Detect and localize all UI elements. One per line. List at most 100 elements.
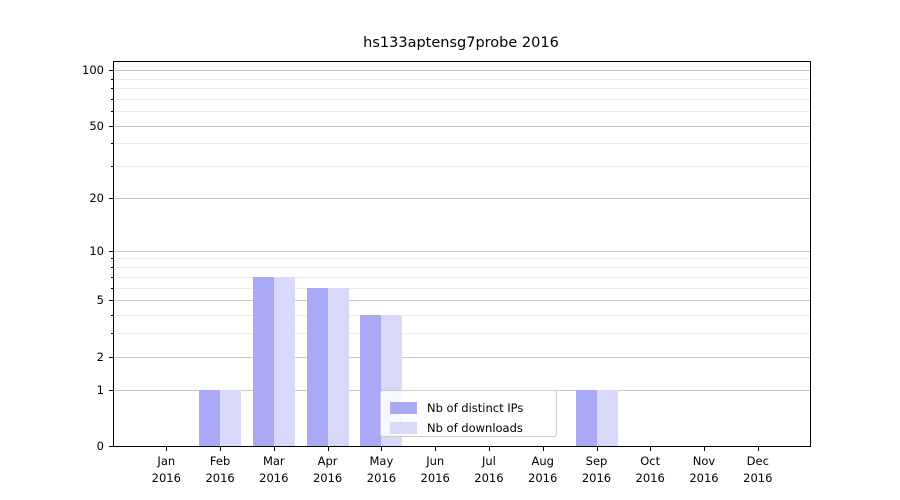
x-tick-year: 2016 [312,470,343,485]
x-tick-year: 2016 [528,470,558,485]
bar-nb-of-distinct-ips [360,314,382,446]
gridline-minor [114,267,810,268]
y-axis-minor-tick [111,276,113,278]
bar-nb-of-downloads [327,287,349,446]
x-tick-label: Nov 2016 [676,453,732,486]
y-axis-minor-tick [111,267,113,268]
x-tick-month: Oct [640,454,661,468]
y-axis-minor-tick [111,78,113,80]
y-tick-label: 10 [89,243,104,258]
bar-nb-of-distinct-ips [199,389,221,446]
x-axis-tick [166,447,168,451]
x-axis-tick [704,447,705,451]
x-tick-month: Jun [426,454,445,468]
y-axis-minor-tick [111,98,113,100]
y-axis-minor-tick [111,111,113,113]
gridline-minor [114,333,810,335]
x-tick-year: 2016 [205,470,235,485]
x-tick-month: Aug [531,454,554,468]
gridline-major [114,300,810,301]
gridline-minor [114,166,810,168]
x-tick-year: 2016 [474,470,504,485]
gridline-minor [114,143,810,145]
x-tick-year: 2016 [366,470,397,485]
x-axis-tick [488,447,490,451]
x-tick-label: Jun 2016 [407,453,463,486]
gridline-minor [114,276,810,278]
plot-area: Nb of distinct IPs Nb of downloads 0 1 2 5 1… [82,61,811,485]
x-tick-month: Jan [157,454,176,468]
x-tick-year: 2016 [635,470,665,485]
gridline-minor [114,88,810,89]
gridline-major [114,250,810,252]
legend-label-distinct-ips: Nb of distinct IPs [427,400,524,415]
x-tick-year: 2016 [420,470,450,485]
y-axis-minor-tick [111,143,113,145]
x-tick-month: Sep [585,454,608,468]
y-axis-minor-tick [111,333,113,335]
gridline-minor [114,314,810,316]
x-tick-label: May 2016 [353,453,409,486]
chart-title: hs133aptensg7probe 2016 [363,35,559,51]
y-tick-label: 5 [96,293,104,307]
gridline-minor [114,287,810,289]
x-tick-label: Jul 2016 [461,453,517,486]
bar-nb-of-downloads [220,389,242,446]
x-tick-month: Apr [317,454,338,468]
gridline-major [114,70,810,71]
bar-nb-of-distinct-ips [252,276,274,446]
legend-label-downloads: Nb of downloads [427,420,523,435]
x-tick-label: Apr 2016 [300,453,356,486]
legend: Nb of distinct IPs Nb of downloads [380,390,557,437]
y-axis-minor-tick [111,258,113,260]
x-tick-month: Feb [209,454,231,468]
y-tick-label: 20 [89,191,104,205]
x-axis-tick [757,447,759,451]
bar-nb-of-downloads [273,276,295,446]
legend-item-distinct-ips: Nb of distinct IPs [390,399,547,416]
x-tick-label: Dec 2016 [730,453,786,486]
legend-item-downloads: Nb of downloads [390,419,547,436]
y-tick-label: 1 [96,382,104,397]
y-axis-tick [109,389,113,391]
gridline-major [114,125,810,127]
x-tick-month: Jul [481,454,496,468]
gridline-minor [114,78,810,80]
x-tick-label: Aug 2016 [515,453,571,486]
x-tick-year: 2016 [151,470,181,485]
legend-swatch-distinct-ips [390,401,417,414]
x-tick-year: 2016 [689,470,719,485]
y-axis-minor-tick [111,88,113,89]
gridline-major [114,198,810,199]
y-axis-tick [109,70,113,71]
y-tick-label: 100 [82,63,104,77]
x-tick-label: Oct 2016 [622,453,678,486]
gridline-minor [114,98,810,100]
x-tick-month: Mar [262,454,285,468]
bar-nb-of-distinct-ips [306,287,328,446]
x-axis-tick [650,447,652,451]
y-tick-label: 50 [89,118,104,133]
y-axis-minor-tick [111,287,113,289]
y-axis-tick [109,300,113,301]
x-tick-label: Jan 2016 [138,453,194,486]
bar-nb-of-distinct-ips [575,389,597,446]
x-tick-month: Nov [692,454,716,468]
x-axis-tick [542,447,544,451]
y-axis-tick [109,198,113,199]
y-axis-tick [109,446,113,447]
x-axis-tick [596,447,598,451]
gridline-minor [114,258,810,260]
x-axis-tick [220,447,222,451]
x-axis-tick [273,447,275,451]
x-tick-label: Sep 2016 [569,453,625,486]
y-axis-tick [109,250,113,252]
x-tick-year: 2016 [743,470,773,485]
x-axis-tick [435,447,437,451]
x-axis-tick [381,447,383,451]
legend-swatch-downloads [390,421,417,434]
x-tick-label: Mar 2016 [246,453,302,486]
y-axis-tick [109,125,113,127]
gridline-major [114,356,810,358]
